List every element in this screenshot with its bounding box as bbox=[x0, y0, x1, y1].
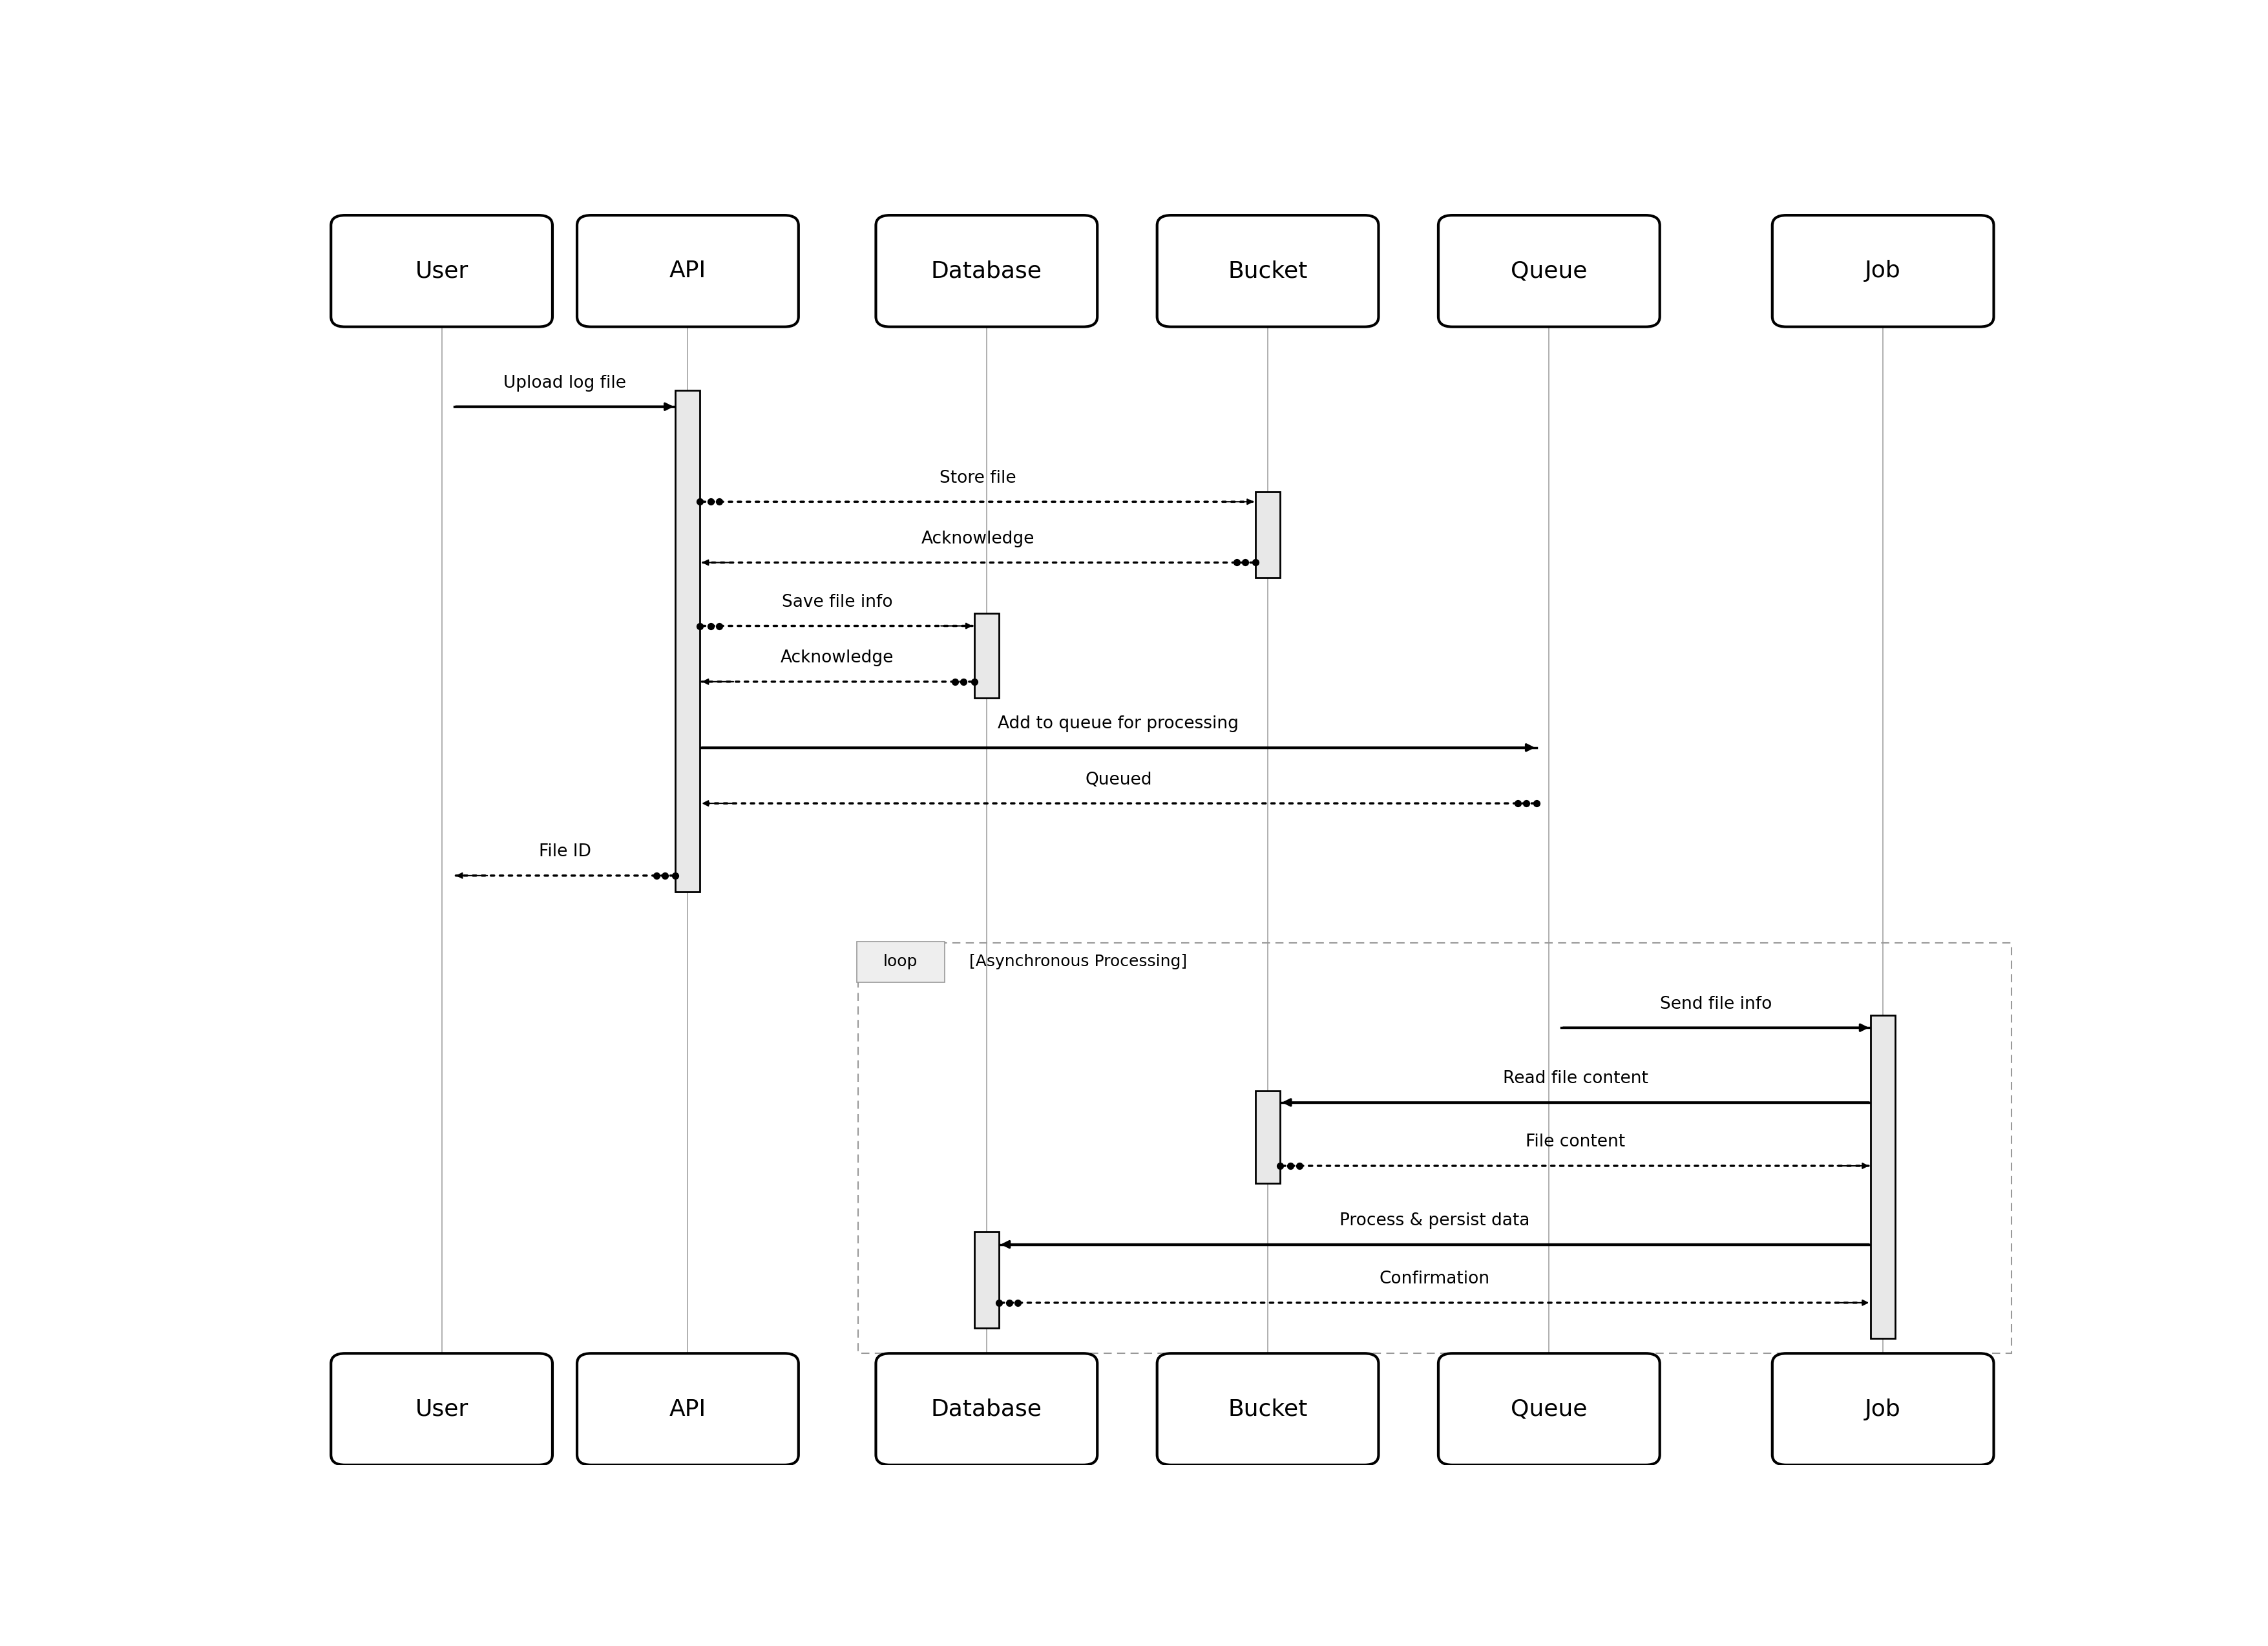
Text: Database: Database bbox=[932, 260, 1041, 281]
Point bbox=[683, 489, 719, 515]
Point bbox=[980, 1289, 1016, 1315]
Point bbox=[957, 668, 993, 695]
Bar bbox=[1256, 1091, 1279, 1183]
Text: API: API bbox=[669, 260, 705, 281]
FancyBboxPatch shape bbox=[1771, 1353, 1994, 1465]
FancyBboxPatch shape bbox=[1157, 216, 1379, 328]
Text: Add to queue for processing: Add to queue for processing bbox=[998, 716, 1238, 732]
Point bbox=[637, 863, 674, 889]
Text: File ID: File ID bbox=[538, 844, 592, 861]
Point bbox=[1238, 550, 1275, 576]
Text: User: User bbox=[415, 260, 467, 281]
Point bbox=[1508, 790, 1545, 816]
FancyBboxPatch shape bbox=[331, 216, 553, 328]
Text: Bucket: Bucket bbox=[1227, 260, 1309, 281]
Point bbox=[1499, 790, 1535, 816]
Text: Acknowledge: Acknowledge bbox=[780, 650, 894, 667]
FancyBboxPatch shape bbox=[875, 216, 1098, 328]
Point bbox=[991, 1289, 1027, 1315]
Text: Job: Job bbox=[1864, 1397, 1901, 1420]
Point bbox=[1272, 1152, 1309, 1179]
Point bbox=[1000, 1289, 1036, 1315]
Bar bbox=[676, 390, 701, 892]
Bar bbox=[857, 943, 2012, 1353]
Text: File content: File content bbox=[1526, 1134, 1626, 1151]
Point bbox=[692, 612, 728, 639]
FancyBboxPatch shape bbox=[875, 1353, 1098, 1465]
Text: Process & persist data: Process & persist data bbox=[1340, 1213, 1531, 1230]
Point bbox=[683, 612, 719, 639]
Point bbox=[1261, 1152, 1297, 1179]
Point bbox=[937, 668, 973, 695]
Text: Database: Database bbox=[932, 1397, 1041, 1420]
Text: Acknowledge: Acknowledge bbox=[921, 530, 1034, 548]
FancyBboxPatch shape bbox=[1438, 216, 1660, 328]
FancyBboxPatch shape bbox=[1157, 1353, 1379, 1465]
FancyBboxPatch shape bbox=[1438, 1353, 1660, 1465]
Text: Queue: Queue bbox=[1510, 260, 1588, 281]
Bar bbox=[975, 614, 998, 698]
Text: Save file info: Save file info bbox=[782, 594, 894, 611]
Text: Store file: Store file bbox=[939, 469, 1016, 487]
Text: API: API bbox=[669, 1397, 705, 1420]
Text: Send file info: Send file info bbox=[1660, 996, 1771, 1012]
Point bbox=[646, 863, 683, 889]
Point bbox=[701, 489, 737, 515]
Bar bbox=[1871, 1016, 1896, 1338]
Text: Bucket: Bucket bbox=[1227, 1397, 1309, 1420]
Text: Confirmation: Confirmation bbox=[1379, 1271, 1490, 1287]
Point bbox=[1218, 550, 1254, 576]
FancyBboxPatch shape bbox=[576, 1353, 798, 1465]
Text: Read file content: Read file content bbox=[1504, 1070, 1649, 1088]
FancyBboxPatch shape bbox=[1771, 216, 1994, 328]
FancyBboxPatch shape bbox=[331, 1353, 553, 1465]
Text: Upload log file: Upload log file bbox=[503, 375, 626, 392]
Point bbox=[1520, 790, 1556, 816]
FancyBboxPatch shape bbox=[576, 216, 798, 328]
Text: [Asynchronous Processing]: [Asynchronous Processing] bbox=[968, 955, 1186, 969]
Text: Job: Job bbox=[1864, 260, 1901, 281]
Point bbox=[701, 612, 737, 639]
Text: Queued: Queued bbox=[1084, 772, 1152, 788]
Text: User: User bbox=[415, 1397, 467, 1420]
Point bbox=[658, 863, 694, 889]
Point bbox=[946, 668, 982, 695]
Point bbox=[1227, 550, 1263, 576]
Text: loop: loop bbox=[882, 955, 919, 969]
Point bbox=[692, 489, 728, 515]
Point bbox=[1281, 1152, 1318, 1179]
Bar bbox=[975, 1231, 998, 1328]
FancyBboxPatch shape bbox=[857, 942, 943, 983]
Bar bbox=[1256, 492, 1279, 578]
Text: Queue: Queue bbox=[1510, 1397, 1588, 1420]
